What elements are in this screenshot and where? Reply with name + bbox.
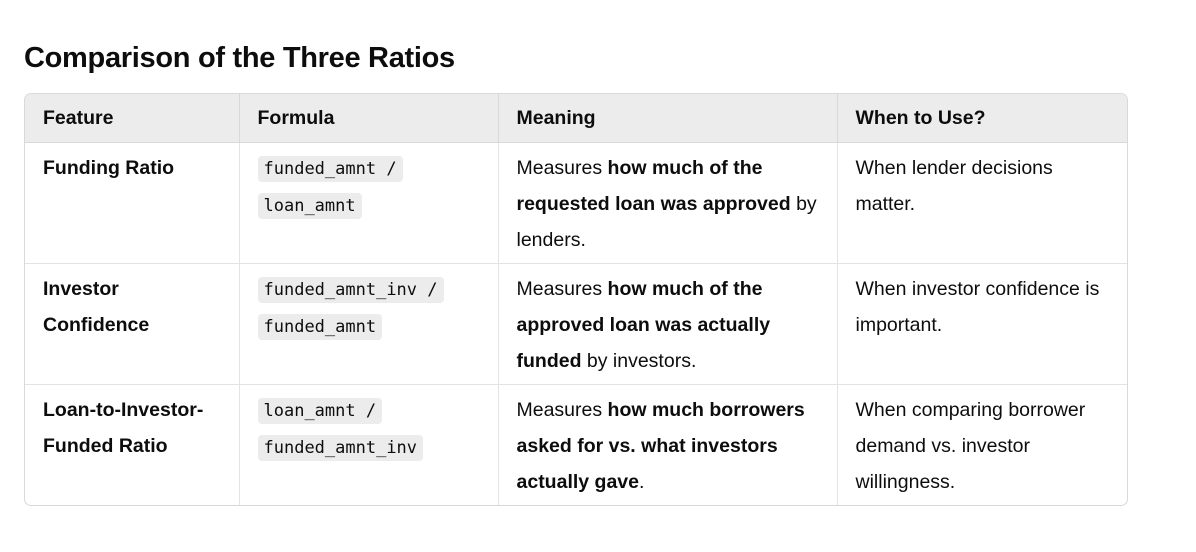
table-row: Loan-to-Investor-Funded Ratio loan_amnt … bbox=[25, 384, 1127, 505]
table-row: Funding Ratio funded_amnt / loan_amnt Me… bbox=[25, 142, 1127, 264]
column-header-meaning: Meaning bbox=[498, 94, 838, 143]
formula-code: funded_amnt_inv / funded_amnt bbox=[257, 277, 444, 340]
meaning-emphasis: how much of the approved loan was actual… bbox=[516, 278, 771, 372]
meaning-text-end: by investors. bbox=[581, 350, 697, 372]
when-to-use-cell: When lender decisions matter. bbox=[837, 142, 1127, 264]
table-row: Investor Confidence funded_amnt_inv / fu… bbox=[25, 263, 1127, 385]
when-to-use-cell: When comparing borrower demand vs. inves… bbox=[855, 399, 1086, 493]
meaning-cell: Measures how much of the approved loan w… bbox=[498, 263, 838, 385]
meaning-cell: Measures how much of the requested loan … bbox=[498, 142, 838, 264]
meaning-text-end: . bbox=[638, 471, 645, 493]
formula-code: loan_amnt / funded_amnt_inv bbox=[257, 398, 424, 461]
meaning-cell: Measures how much borrowers asked for vs… bbox=[498, 384, 838, 505]
ratios-table: Feature Formula Meaning When to Use? Fun… bbox=[25, 94, 1127, 505]
meaning-emphasis: how much of the requested loan was appro… bbox=[516, 157, 791, 215]
comparison-table: Feature Formula Meaning When to Use? Fun… bbox=[24, 93, 1128, 506]
table-header: Feature Formula Meaning When to Use? bbox=[25, 94, 1127, 143]
formula-code: funded_amnt / loan_amnt bbox=[257, 156, 403, 219]
table-body: Funding Ratio funded_amnt / loan_amnt Me… bbox=[25, 142, 1127, 505]
page-title: Comparison of the Three Ratios bbox=[24, 42, 455, 74]
column-header-feature: Feature bbox=[25, 94, 240, 143]
when-to-use-cell: When investor confidence is important. bbox=[837, 263, 1127, 385]
header-row: Feature Formula Meaning When to Use? bbox=[25, 94, 1127, 143]
meaning-text-end: by lenders. bbox=[516, 193, 817, 251]
formula-cell: funded_amnt / loan_amnt bbox=[239, 142, 499, 264]
column-header-formula: Formula bbox=[239, 94, 499, 143]
feature-cell: Loan-to-Investor-Funded Ratio bbox=[25, 384, 240, 505]
feature-cell: Investor Confidence bbox=[25, 263, 240, 385]
column-header-when-to-use: When to Use? bbox=[837, 94, 1127, 143]
meaning-text: Measures bbox=[516, 157, 608, 179]
meaning-text: Measures bbox=[516, 278, 608, 300]
formula-cell: funded_amnt_inv / funded_amnt bbox=[239, 263, 499, 385]
meaning-text: Measures bbox=[516, 399, 608, 421]
meaning-emphasis: how much borrowers asked for vs. what in… bbox=[516, 399, 805, 493]
feature-cell: Funding Ratio bbox=[25, 142, 240, 264]
formula-cell: loan_amnt / funded_amnt_inv bbox=[239, 384, 499, 505]
